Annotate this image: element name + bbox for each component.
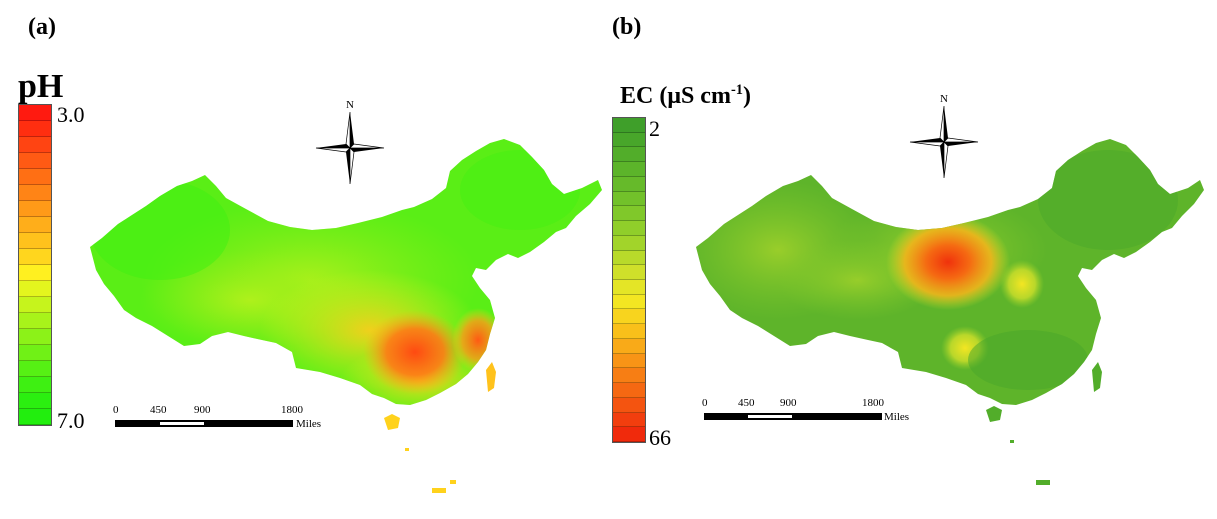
scale-tick-1800: 1800 — [281, 404, 304, 416]
north-arrow-icon: N — [909, 93, 979, 179]
ec-surface — [696, 139, 1204, 405]
legend-color-cell — [613, 383, 645, 398]
panel-label-a: (a) — [28, 14, 56, 40]
legend-color-cell — [613, 221, 645, 236]
legend-color-cell — [19, 169, 51, 185]
ph-surface — [90, 139, 602, 405]
legend-title-ec: EC (μS cm-1) — [620, 82, 751, 109]
scale-bar: 0 450 900 1800 Miles — [113, 404, 321, 430]
legend-color-cell — [19, 185, 51, 201]
legend-color-cell — [613, 294, 645, 310]
legend-bottom-value: 7.0 — [57, 408, 85, 433]
legend-color-cell — [613, 250, 645, 266]
scale-unit: Miles — [884, 411, 909, 423]
legend-color-cell — [19, 233, 51, 249]
legend-color-cell — [613, 324, 645, 339]
legend-color-cell — [19, 217, 51, 233]
legend-color-cell — [19, 265, 51, 281]
legend-color-cell — [19, 409, 51, 425]
north-arrow-icon: N — [315, 99, 385, 185]
legend-color-cell — [19, 137, 51, 153]
legend-color-cell — [19, 329, 51, 345]
panel-b-ec-map: (b) EC (μS cm-1) 2 66 — [608, 0, 1217, 519]
legend-color-cell — [613, 147, 645, 163]
legend-color-cell — [19, 121, 51, 137]
ph-map-canvas: N 0 450 900 1800 Miles — [90, 99, 602, 493]
ec-color-legend — [612, 117, 646, 443]
legend-color-cell — [19, 393, 51, 409]
legend-color-cell — [613, 132, 645, 148]
legend-color-cell — [613, 427, 645, 442]
legend-bottom-value: 66 — [649, 425, 671, 450]
legend-color-cell — [19, 105, 51, 121]
scale-tick-0: 0 — [702, 397, 708, 409]
scale-tick-450: 450 — [150, 404, 167, 416]
legend-color-cell — [613, 118, 645, 133]
legend-color-cell — [613, 309, 645, 325]
scale-bar: 0 450 900 1800 Miles — [702, 397, 909, 423]
legend-color-cell — [19, 201, 51, 217]
legend-color-cell — [613, 368, 645, 384]
ec-map-canvas: N 0 450 900 1800 Miles — [696, 93, 1204, 485]
taiwan-island — [486, 362, 496, 392]
legend-color-cell — [613, 176, 645, 192]
panel-a-ph-map: (a) pH 3.0 7.0 — [0, 0, 608, 519]
scale-tick-900: 900 — [194, 404, 211, 416]
legend-color-cell — [613, 206, 645, 222]
legend-color-cell — [613, 191, 645, 207]
legend-color-cell — [613, 235, 645, 251]
legend-color-cell — [613, 338, 645, 354]
scale-tick-1800: 1800 — [862, 397, 885, 409]
legend-color-cell — [19, 249, 51, 265]
legend-color-cell — [613, 265, 645, 280]
north-label: N — [346, 99, 354, 111]
legend-color-cell — [613, 353, 645, 369]
legend-color-cell — [613, 162, 645, 177]
panel-label-b: (b) — [612, 14, 642, 40]
legend-color-cell — [19, 361, 51, 377]
legend-top-value: 3.0 — [57, 102, 85, 127]
legend-top-value: 2 — [649, 116, 660, 141]
legend-color-cell — [19, 345, 51, 361]
legend-color-cell — [613, 397, 645, 413]
scale-unit: Miles — [296, 418, 321, 430]
legend-color-cell — [19, 377, 51, 393]
legend-color-cell — [19, 297, 51, 313]
scale-tick-450: 450 — [738, 397, 755, 409]
legend-title-ph: pH — [18, 68, 64, 105]
north-label: N — [940, 93, 948, 105]
ph-color-legend — [18, 104, 52, 426]
legend-color-cell — [19, 281, 51, 297]
legend-color-cell — [613, 412, 645, 428]
scale-tick-900: 900 — [780, 397, 797, 409]
taiwan-island — [1092, 362, 1102, 392]
hainan-island — [384, 414, 400, 430]
scale-tick-0: 0 — [113, 404, 119, 416]
legend-color-cell — [19, 313, 51, 329]
legend-color-cell — [613, 280, 645, 295]
legend-color-cell — [19, 153, 51, 169]
hainan-island — [986, 406, 1002, 422]
